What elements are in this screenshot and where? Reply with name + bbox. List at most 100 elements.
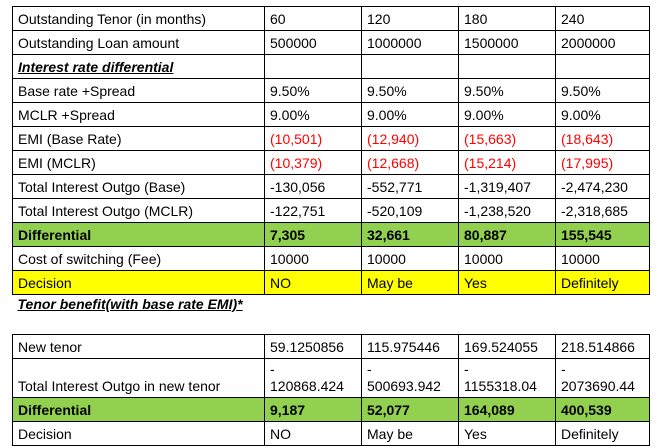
cell-empty[interactable] xyxy=(361,54,459,79)
section-title-text: Tenor benefit(with base rate EMI)* xyxy=(17,296,243,312)
cell-value[interactable]: -122,751 xyxy=(264,198,362,223)
cell-value[interactable]: 1000000 xyxy=(361,30,459,55)
cell-value[interactable]: 52,077 xyxy=(361,397,459,422)
cell-label[interactable]: EMI (MCLR) xyxy=(12,150,265,175)
row-mclr: MCLR +Spread 9.00% 9.00% 9.00% 9.00% xyxy=(12,102,650,127)
cell-label[interactable]: MCLR +Spread xyxy=(12,102,265,127)
cell-label[interactable]: EMI (Base Rate) xyxy=(12,126,265,151)
section-title[interactable]: Tenor benefit(with base rate EMI)* xyxy=(13,295,265,335)
cell-value[interactable]: 32,661 xyxy=(361,222,459,247)
cell-label[interactable]: Decision xyxy=(12,421,265,446)
cell-value[interactable]: 2000000 xyxy=(555,30,650,55)
cell-value[interactable]: 9.00% xyxy=(555,102,650,127)
cell-value[interactable]: 10000 xyxy=(555,246,650,271)
cell-value[interactable]: 218.514866 xyxy=(555,334,650,359)
cell-value[interactable]: 9.50% xyxy=(555,78,650,103)
cell-empty[interactable] xyxy=(555,54,650,79)
cell-sign: - xyxy=(367,361,372,377)
cell-label[interactable]: Total Interest Outgo in new tenor xyxy=(12,358,265,398)
cell-empty[interactable] xyxy=(362,295,459,335)
cell-label[interactable]: Base rate +Spread xyxy=(12,78,265,103)
cell-value[interactable]: 80,887 xyxy=(458,222,556,247)
cell-value[interactable]: 9.00% xyxy=(458,102,556,127)
cell-value[interactable]: Yes xyxy=(458,270,556,295)
cell-value[interactable]: 9.50% xyxy=(458,78,556,103)
cell-value-negative[interactable]: (17,995) xyxy=(555,150,650,175)
cell-empty[interactable] xyxy=(264,54,362,79)
cell-value[interactable]: -1155318.04 xyxy=(458,358,556,398)
cell-value-negative[interactable]: (15,663) xyxy=(458,126,556,151)
cell-value[interactable]: 155,545 xyxy=(555,222,650,247)
cell-label[interactable]: Total Interest Outgo (MCLR) xyxy=(12,198,265,223)
cell-value[interactable]: 9.00% xyxy=(264,102,362,127)
cell-value-negative[interactable]: (15,214) xyxy=(458,150,556,175)
cell-value[interactable]: -520,109 xyxy=(361,198,459,223)
cell-empty[interactable] xyxy=(458,54,556,79)
cell-empty[interactable] xyxy=(556,295,650,335)
row-new-tenor: New tenor 59.1250856 115.975446 169.5240… xyxy=(12,334,650,359)
cell-value-negative[interactable]: (10,501) xyxy=(264,126,362,151)
cell-value[interactable]: 9.50% xyxy=(361,78,459,103)
cell-value-negative[interactable]: (10,379) xyxy=(264,150,362,175)
cell-value[interactable]: 180 xyxy=(458,6,556,31)
cell-value[interactable]: 1500000 xyxy=(458,30,556,55)
cell-value[interactable]: 59.1250856 xyxy=(264,334,362,359)
cell-value[interactable]: -500693.942 xyxy=(361,358,459,398)
cell-number: 120868.424 xyxy=(270,378,344,394)
cell-value[interactable]: Definitely xyxy=(555,421,650,446)
row-cost-of-switching: Cost of switching (Fee) 10000 10000 1000… xyxy=(12,246,650,271)
cell-sign: - xyxy=(270,361,275,377)
cell-value[interactable]: 115.975446 xyxy=(361,334,459,359)
cell-value[interactable]: 164,089 xyxy=(458,397,556,422)
cell-label[interactable]: Outstanding Loan amount xyxy=(12,30,265,55)
cell-value[interactable]: 7,305 xyxy=(264,222,362,247)
cell-value[interactable]: 10000 xyxy=(264,246,362,271)
cell-value[interactable]: 169.524055 xyxy=(458,334,556,359)
cell-value[interactable]: -120868.424 xyxy=(264,358,362,398)
cell-value[interactable]: -2073690.44 xyxy=(555,358,650,398)
cell-label[interactable]: Cost of switching (Fee) xyxy=(12,246,265,271)
cell-value[interactable]: -552,771 xyxy=(361,174,459,199)
cell-value[interactable]: Yes xyxy=(458,421,556,446)
row-outstanding-tenor: Outstanding Tenor (in months) 60 120 180… xyxy=(12,6,650,31)
cell-value[interactable]: -1,319,407 xyxy=(458,174,556,199)
cell-label[interactable]: New tenor xyxy=(12,334,265,359)
row-total-interest-mclr: Total Interest Outgo (MCLR) -122,751 -52… xyxy=(12,198,650,223)
cell-number: 500693.942 xyxy=(367,378,441,394)
cell-label[interactable]: Outstanding Tenor (in months) xyxy=(12,6,265,31)
cell-value[interactable]: 60 xyxy=(264,6,362,31)
cell-value[interactable]: May be xyxy=(361,270,459,295)
cell-label[interactable]: Differential xyxy=(12,397,265,422)
row-differential-new-tenor: Differential 9,187 52,077 164,089 400,53… xyxy=(12,397,650,422)
row-loan-amount: Outstanding Loan amount 500000 1000000 1… xyxy=(12,30,650,55)
cell-label[interactable]: Differential xyxy=(12,222,265,247)
cell-value[interactable]: 10000 xyxy=(458,246,556,271)
cell-value[interactable]: 400,539 xyxy=(555,397,650,422)
row-decision-new-tenor: Decision NO May be Yes Definitely xyxy=(12,421,650,446)
cell-value-negative[interactable]: (12,668) xyxy=(361,150,459,175)
cell-value-negative[interactable]: (18,643) xyxy=(555,126,650,151)
cell-value[interactable]: -130,056 xyxy=(264,174,362,199)
cell-value[interactable]: NO xyxy=(264,270,362,295)
cell-label[interactable]: Total Interest Outgo (Base) xyxy=(12,174,265,199)
cell-value[interactable]: 9,187 xyxy=(264,397,362,422)
cell-value[interactable]: 120 xyxy=(361,6,459,31)
cell-value[interactable]: Definitely xyxy=(555,270,650,295)
cell-value[interactable]: 500000 xyxy=(264,30,362,55)
cell-value[interactable]: -1,238,520 xyxy=(458,198,556,223)
cell-value[interactable]: NO xyxy=(264,421,362,446)
cell-empty[interactable] xyxy=(459,295,556,335)
cell-value-negative[interactable]: (12,940) xyxy=(361,126,459,151)
cell-value[interactable]: -2,318,685 xyxy=(555,198,650,223)
row-section-interest-rate-differential: Interest rate differential xyxy=(12,54,650,79)
cell-value[interactable]: May be xyxy=(361,421,459,446)
cell-empty[interactable] xyxy=(265,295,362,335)
cell-value[interactable]: -2,474,230 xyxy=(555,174,650,199)
cell-value[interactable]: 9.50% xyxy=(264,78,362,103)
cell-value[interactable]: 240 xyxy=(555,6,650,31)
cell-label[interactable]: Decision xyxy=(12,270,265,295)
cell-value[interactable]: 9.00% xyxy=(361,102,459,127)
cell-value[interactable]: 10000 xyxy=(361,246,459,271)
row-differential: Differential 7,305 32,661 80,887 155,545 xyxy=(12,222,650,247)
section-title[interactable]: Interest rate differential xyxy=(12,54,265,79)
